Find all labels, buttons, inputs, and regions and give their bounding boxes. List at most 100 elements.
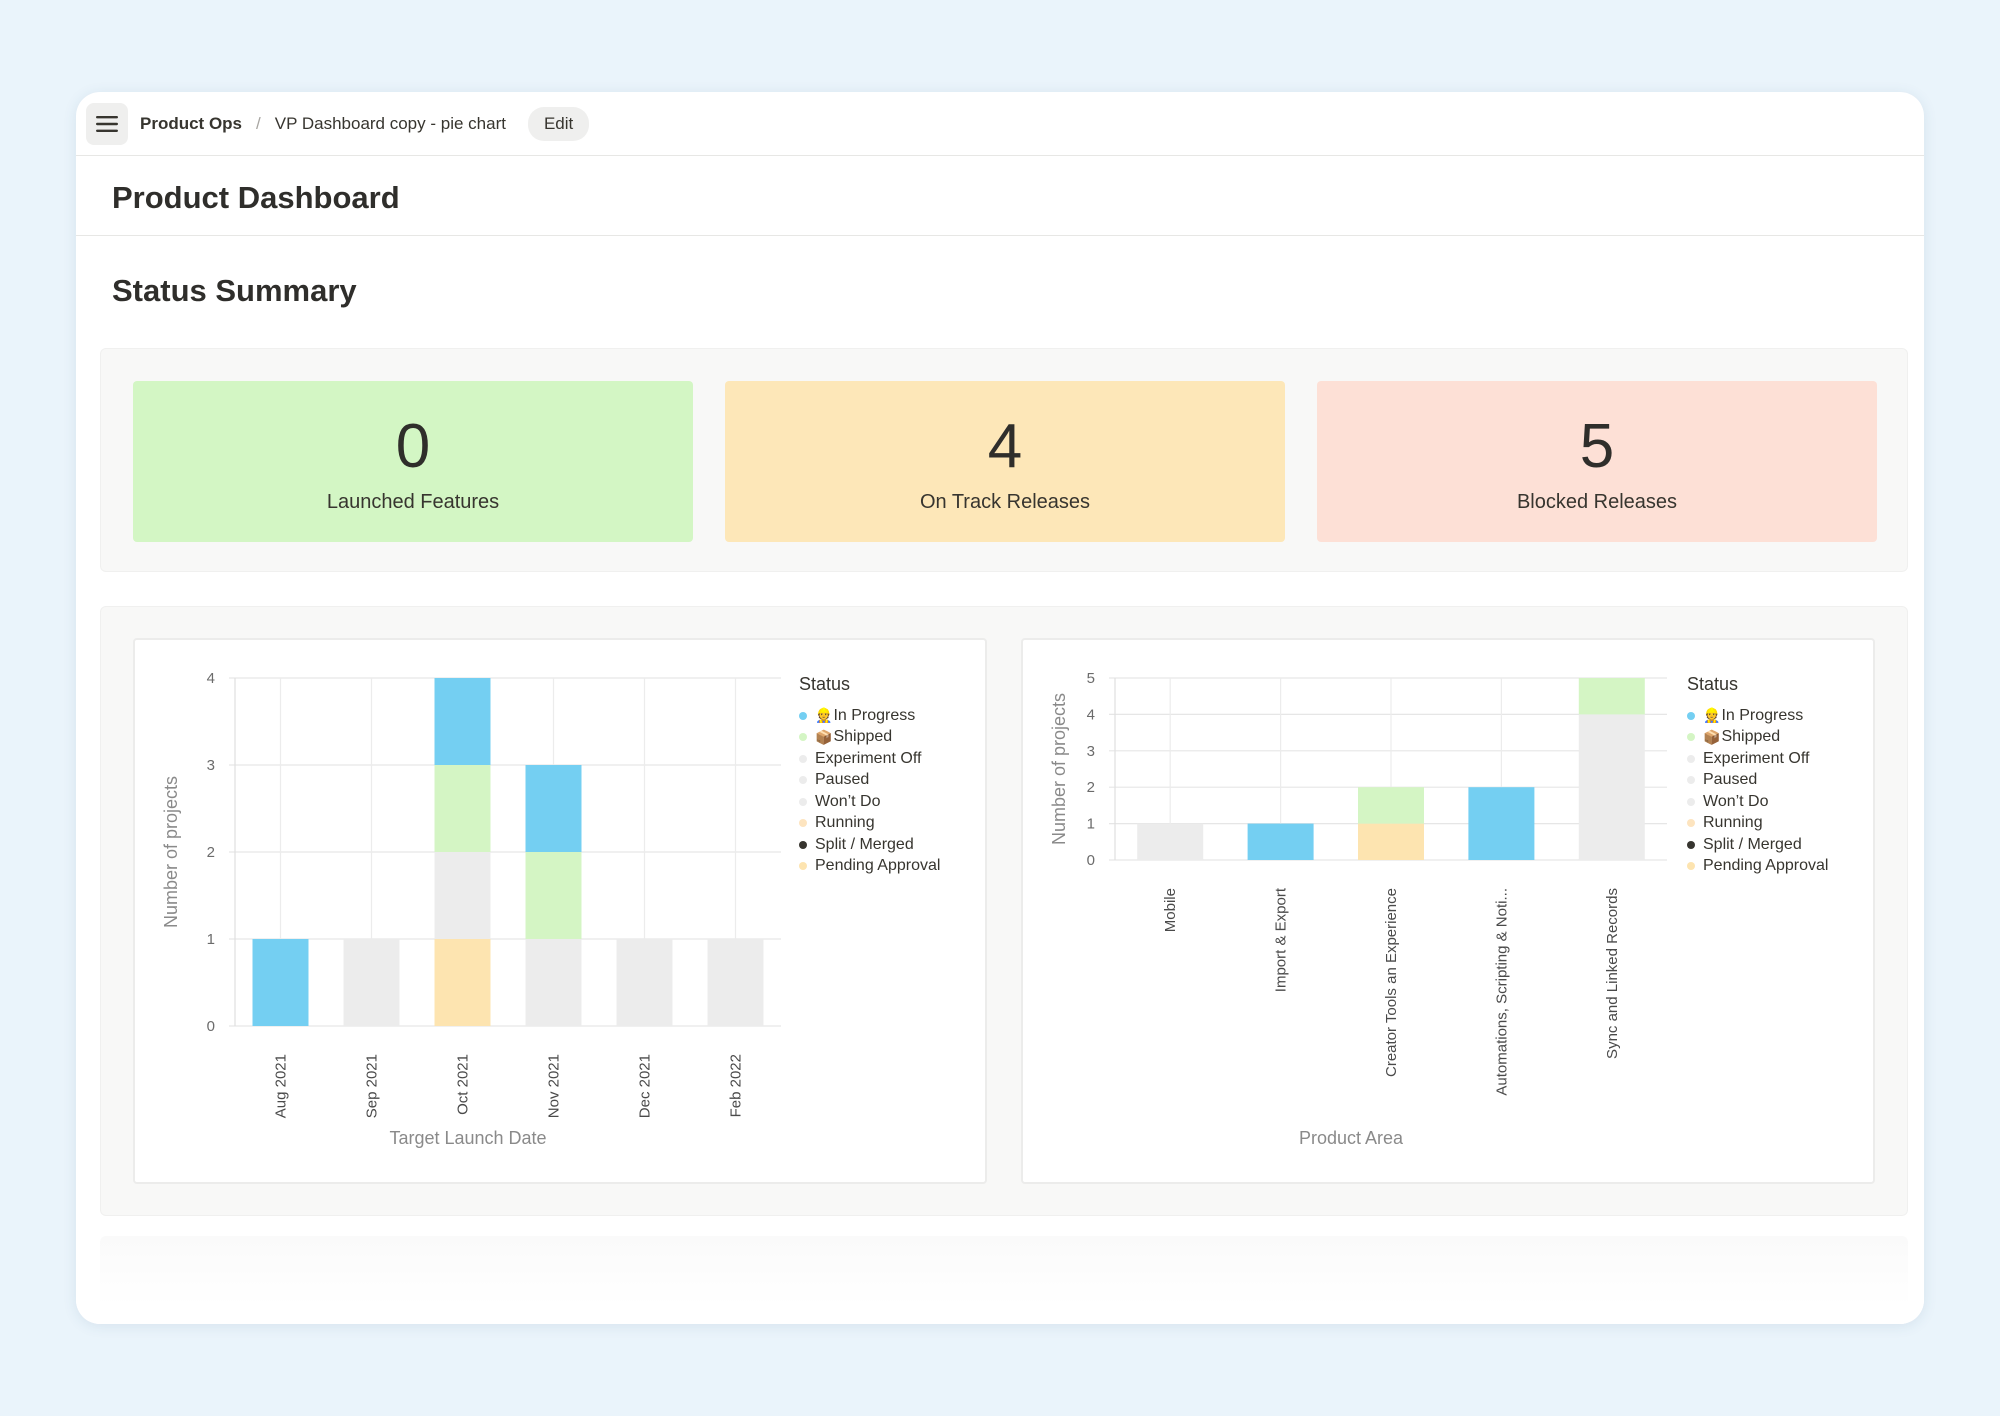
legend-color-dot [1687,733,1695,742]
legend-color-dot [799,733,807,742]
bar-segment[interactable] [343,939,400,1026]
bar-segment[interactable] [1468,787,1535,860]
bar-segment[interactable] [525,852,582,939]
page-header: Product Dashboard [76,156,1924,236]
legend-item[interactable]: Running [1687,813,1828,835]
bar-segment[interactable] [707,939,764,1026]
y-axis-title: Number of projects [1049,693,1069,845]
legend-label: Won’t Do [815,792,881,810]
chart-legend: Status 👷 In Progress 📦 Shipped Experiment Off… [1687,674,1828,877]
bar-segment[interactable] [252,939,309,1026]
legend-emoji-icon: 👷 [815,707,833,724]
product-area-bar-chart[interactable]: 0 1 2 3 4 5 Mobile Import & Export Creator Tools… [1023,640,1877,1186]
legend-label: Experiment Off [815,749,922,767]
y-tick-label: 0 [1087,852,1095,869]
x-tick-label: Feb 2022 [728,1054,745,1117]
legend-item[interactable]: Split / Merged [799,834,940,856]
y-tick-label: 1 [207,931,215,948]
legend-item[interactable]: Experiment Off [1687,748,1828,770]
legend-item[interactable]: 👷 In Progress [1687,705,1828,727]
legend-color-dot [1687,776,1695,785]
bar-segment[interactable] [1358,787,1424,824]
legend-emoji-icon: 👷 [1703,707,1721,724]
on-track-releases-tile[interactable]: 4 On Track Releases [725,381,1285,542]
x-tick-label: Aug 2021 [273,1054,290,1118]
breadcrumb-page[interactable]: VP Dashboard copy - pie chart [274,113,506,133]
legend-item[interactable]: Pending Approval [1687,856,1828,878]
breadcrumb-workspace[interactable]: Product Ops [140,113,243,133]
y-tick-label: 3 [1087,743,1095,760]
x-tick-label: Dec 2021 [637,1054,654,1118]
legend-label: Running [1703,814,1763,832]
legend-color-dot [1687,862,1695,871]
legend-color-dot [1687,819,1695,828]
legend-label: Paused [1703,771,1758,789]
hamburger-menu-icon [96,115,118,132]
legend-color-dot [799,711,807,720]
legend-label: Paused [815,771,870,789]
bar-segment[interactable] [434,852,491,939]
legend-item[interactable]: 📦 Shipped [1687,727,1828,749]
legend-color-dot [799,819,807,828]
bar-segment[interactable] [525,939,582,1026]
legend-label: Running [815,814,875,832]
legend-emoji-icon: 📦 [815,728,833,745]
legend-item[interactable]: 📦 Shipped [799,727,940,749]
legend-item[interactable]: Paused [1687,770,1828,792]
legend-label: In Progress [1721,706,1804,724]
launched-features-tile[interactable]: 0 Launched Features [133,381,693,542]
launch-date-chart-card[interactable]: 0 1 2 3 4 Aug 2021 Sep 2021 Oct 2021 Nov 2021 Dec… [133,638,987,1184]
section-title: Status Summary [112,273,357,308]
bar-segment[interactable] [616,939,673,1026]
legend-item[interactable]: Won’t Do [799,791,940,813]
y-axis-title: Number of projects [161,776,181,928]
y-tick-label: 1 [1087,816,1095,833]
legend-title: Status [799,674,851,694]
bar-segment[interactable] [434,765,491,852]
bar-segment[interactable] [525,765,582,852]
app-window: Product Ops / VP Dashboard copy - pie ch… [76,92,1924,1324]
x-tick-label: Creator Tools an Experience [1383,888,1400,1077]
legend-label: Shipped [1721,728,1781,746]
dashboard-content: Status Summary 0 Launched Features 4 On … [76,236,1924,1324]
breadcrumb-separator: / [256,113,261,133]
product-area-chart-card[interactable]: 0 1 2 3 4 5 Mobile Import & Export Creator Tools… [1021,638,1875,1184]
edit-button[interactable]: Edit [527,106,590,141]
legend-item[interactable]: Split / Merged [1687,834,1828,856]
bar-segment[interactable] [434,678,491,765]
legend-label: Split / Merged [1703,835,1802,853]
bar-segment[interactable] [1247,823,1314,860]
legend-label: Experiment Off [1703,749,1810,767]
tile-value: 5 [1579,412,1615,481]
page-title: Product Dashboard [112,180,400,215]
launch-date-bar-chart[interactable]: 0 1 2 3 4 Aug 2021 Sep 2021 Oct 2021 Nov 2021 Dec… [135,640,989,1186]
legend-item[interactable]: 👷 In Progress [799,705,940,727]
legend-item[interactable]: Pending Approval [799,856,940,878]
x-tick-label: Sep 2021 [364,1054,381,1118]
legend-color-dot [1687,797,1695,806]
y-tick-label: 2 [207,844,215,861]
tile-label: Blocked Releases [1516,491,1678,513]
sidebar-toggle-button[interactable] [86,102,128,145]
chart-legend: Status 👷 In Progress 📦 Shipped Experiment Off… [799,674,940,877]
x-axis-title: Target Launch Date [389,1128,546,1148]
legend-item[interactable]: Paused [799,770,940,792]
bar-segment[interactable] [434,939,491,1026]
legend-item[interactable]: Won’t Do [1687,791,1828,813]
legend-color-dot [799,776,807,785]
legend-label: In Progress [833,706,916,724]
bar-segment[interactable] [1578,714,1645,860]
y-tick-label: 2 [1087,779,1095,796]
legend-item[interactable]: Experiment Off [799,748,940,770]
legend-item[interactable]: Running [799,813,940,835]
x-axis-title: Product Area [1299,1128,1404,1148]
x-tick-label: Mobile [1162,888,1179,932]
blocked-releases-tile[interactable]: 5 Blocked Releases [1317,381,1877,542]
y-tick-label: 4 [1087,706,1095,723]
bar-segment[interactable] [1578,678,1645,715]
bar-segment[interactable] [1358,823,1424,860]
legend-color-dot [799,862,807,871]
bar-segment[interactable] [1137,823,1204,860]
charts-panel: 0 1 2 3 4 Aug 2021 Sep 2021 Oct 2021 Nov 2021 Dec… [100,606,1908,1216]
summary-tiles-panel: 0 Launched Features 4 On Track Releases … [100,348,1908,572]
